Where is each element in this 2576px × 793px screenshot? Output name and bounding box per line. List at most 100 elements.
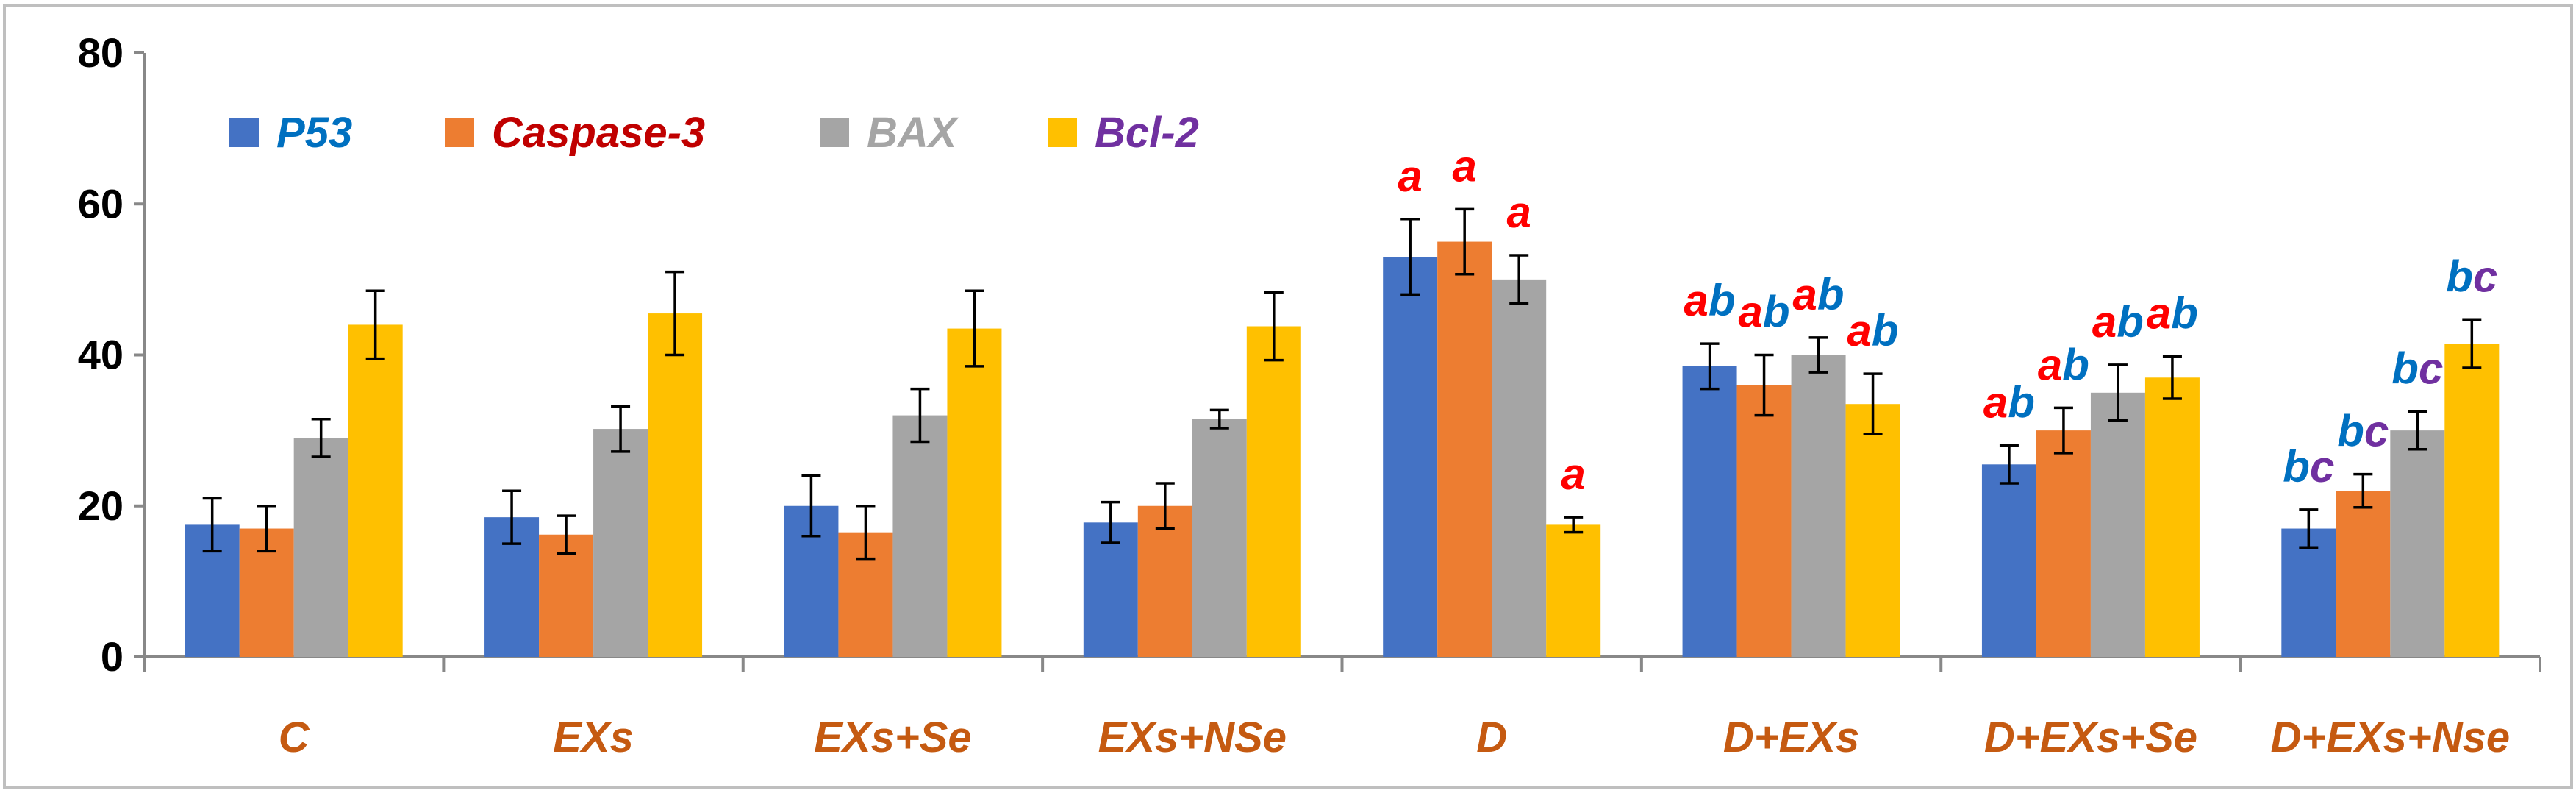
legend-item-bcl-2: Bcl-2 (1048, 109, 1199, 157)
legend-swatch (445, 118, 474, 147)
x-tick-label: C (279, 714, 310, 761)
error-bar (965, 289, 984, 368)
legend-label: BAX (867, 109, 959, 157)
bar-bax-d (1492, 279, 1547, 657)
x-tick-label: EXs+NSe (1098, 714, 1287, 761)
bar-bax-d+exs+nse (2390, 430, 2445, 657)
significance-label: bc (2283, 442, 2334, 491)
error-bar (257, 505, 276, 553)
bar-p53-d+exs+nse (2281, 528, 2336, 657)
error-bar (311, 417, 331, 458)
significance-label: ab (1793, 270, 1845, 319)
error-bar (1999, 444, 2019, 485)
legend-item-p53: P53 (229, 109, 352, 157)
bar-caspase-3-d+exs+se (2036, 430, 2091, 657)
chart-border (3, 4, 2573, 789)
error-bar (202, 497, 222, 553)
legend-label: Bcl-2 (1095, 109, 1199, 157)
significance-label: ab (1847, 306, 1899, 355)
bar-bcl-2-d+exs (1845, 404, 1900, 657)
bar-p53-exs+nse (1083, 522, 1138, 657)
error-bar (611, 405, 631, 453)
error-bar (1863, 372, 1883, 436)
error-bar (2299, 508, 2319, 549)
bar-bcl-2-d+exs+nse (2444, 344, 2500, 657)
error-bar (1808, 336, 1828, 374)
y-tick-label: 0 (101, 633, 124, 680)
legend-swatch (1048, 118, 1077, 147)
legend-label: Caspase-3 (492, 109, 705, 157)
error-bar (2108, 363, 2128, 422)
y-tick-label: 80 (78, 29, 124, 76)
bar-bcl-2-exs+nse (1246, 326, 1301, 657)
bar-bcl-2-d+exs+se (2144, 377, 2200, 657)
x-tick-label: D+EXs+Nse (2270, 714, 2510, 761)
legend-item-bax: BAX (820, 109, 959, 157)
error-bar (2353, 472, 2373, 509)
error-bar (1400, 218, 1420, 296)
bar-bcl-2-c (348, 324, 403, 657)
error-bar (1754, 353, 1774, 417)
bar-p53-d (1383, 257, 1438, 657)
bar-bcl-2-exs (648, 313, 703, 657)
x-tick-label: EXs+Se (814, 714, 971, 761)
legend-swatch (229, 118, 259, 147)
error-bar (1101, 500, 1120, 544)
bar-caspase-3-exs+nse (1137, 505, 1192, 657)
significance-label: ab (2092, 297, 2144, 346)
error-bar (1264, 291, 1284, 362)
bar-bax-exs+se (892, 415, 948, 657)
y-tick-label: 60 (78, 180, 124, 227)
error-bar (2462, 318, 2482, 369)
error-bar (665, 270, 685, 357)
y-tick-label: 40 (78, 332, 124, 378)
bar-bcl-2-exs+se (947, 328, 1002, 657)
significance-label: ab (1684, 276, 1736, 325)
error-bar (1700, 342, 1720, 391)
error-bar (2408, 410, 2427, 451)
error-bar (2162, 355, 2182, 400)
error-bar (1455, 207, 1475, 276)
significance-label: a (1507, 188, 1531, 237)
x-tick-label: D+EXs (1723, 714, 1859, 761)
bar-p53-d+exs (1682, 366, 1737, 657)
y-tick-label: 20 (78, 483, 124, 529)
significance-label: bc (2337, 407, 2389, 456)
bar-bax-exs (593, 429, 648, 657)
bar-bax-exs+nse (1192, 419, 1247, 657)
error-bar (801, 474, 821, 538)
significance-label: a (1398, 152, 1423, 201)
bar-bax-c (293, 438, 348, 657)
significance-label: ab (2147, 289, 2198, 338)
error-bar (1155, 482, 1175, 530)
error-bar (557, 514, 576, 555)
error-bar (1209, 408, 1229, 430)
error-bar (910, 387, 930, 444)
significance-label: bc (2391, 344, 2443, 393)
legend-label: P53 (276, 109, 352, 157)
error-bar (502, 489, 522, 545)
legend-item-caspase-3: Caspase-3 (445, 109, 705, 157)
x-tick-label: EXs (553, 714, 634, 761)
bar-caspase-3-d (1437, 241, 1492, 657)
bar-caspase-3-exs (539, 534, 594, 657)
error-bar (1509, 254, 1529, 305)
bar-caspase-3-d+exs (1736, 385, 1792, 657)
significance-label: ab (1739, 288, 1790, 337)
significance-label: a (1561, 449, 1586, 499)
error-bar (1564, 516, 1584, 534)
bar-bax-d+exs (1791, 355, 1846, 657)
significance-label: a (1453, 141, 1477, 191)
significance-label: ab (2038, 340, 2089, 389)
x-tick-label: D (1476, 714, 1507, 761)
error-bar (2053, 406, 2073, 455)
error-bar (856, 505, 876, 561)
bar-bax-d+exs+se (2090, 392, 2145, 657)
significance-label: bc (2446, 252, 2497, 301)
bar-caspase-3-d+exs+nse (2336, 491, 2391, 657)
legend-swatch (820, 118, 849, 147)
bar-bcl-2-d (1546, 524, 1601, 657)
significance-label: ab (1983, 378, 2035, 427)
